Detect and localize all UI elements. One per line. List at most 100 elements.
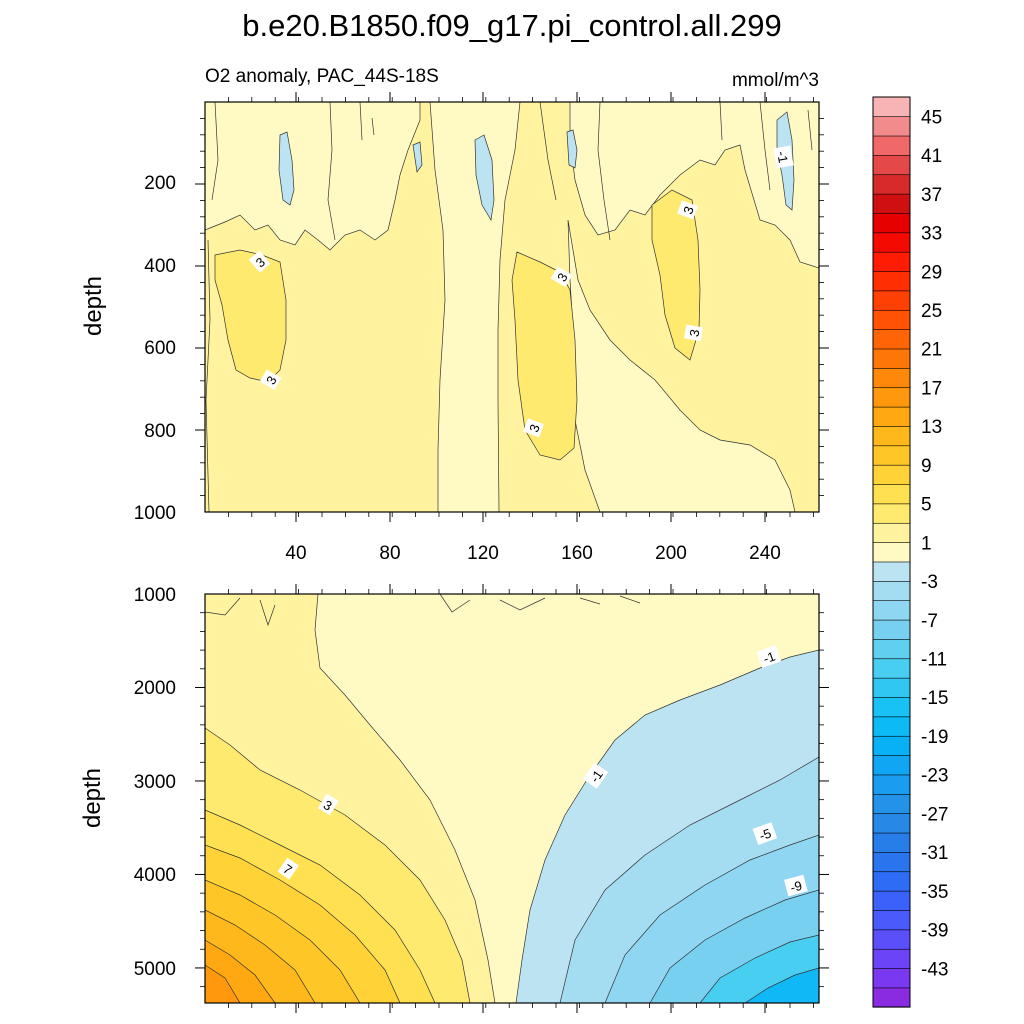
- colorbar-label: -39: [921, 921, 948, 942]
- colorbar-swatch: [872, 290, 911, 311]
- lower-contour-squiggles: [205, 594, 641, 627]
- colorbar-swatch: [872, 116, 911, 137]
- upper-y-axis-label: depth: [80, 276, 107, 336]
- colorbar-swatch: [872, 425, 911, 447]
- colorbar-swatch: [872, 851, 911, 873]
- colorbar-swatch: [872, 658, 911, 679]
- colorbar-label: -7: [921, 611, 938, 632]
- colorbar-swatch: [872, 813, 911, 834]
- upper-pale-band-left: [205, 102, 421, 251]
- y-tick-label: 600: [144, 338, 176, 359]
- contour-label: -5: [757, 825, 773, 843]
- colorbar-swatch: [872, 735, 911, 756]
- lower-panel: 3 7 -1 -1 -5 -9 1000 2000 3000 4000 5000…: [79, 584, 829, 1013]
- lower-warm-band-15: [205, 964, 241, 1003]
- chart-subtitle-left: O2 anomaly, PAC_44S-18S: [205, 66, 439, 87]
- y-tick-label: 2000: [134, 678, 176, 699]
- x-tick-label: 240: [749, 543, 781, 564]
- colorbar-swatch: [872, 580, 911, 602]
- colorbar-swatch: [872, 600, 911, 621]
- colorbar-label: -19: [921, 727, 948, 748]
- colorbar-swatch: [872, 948, 911, 969]
- colorbar-label: 13: [921, 417, 942, 438]
- upper-axis-ticks: [195, 92, 829, 522]
- colorbar-label: 41: [921, 146, 942, 167]
- colorbar-swatch: [872, 309, 911, 330]
- colorbar-label: -23: [921, 766, 948, 787]
- colorbar-swatch: [872, 890, 911, 911]
- upper-contour-labels: 3 3 3 3 3 3 -1: [248, 145, 794, 438]
- upper-plot-frame: [204, 101, 820, 513]
- colorbar-swatch: [872, 329, 911, 350]
- y-tick-label: 3000: [134, 772, 176, 793]
- colorbar-label: 33: [921, 224, 942, 245]
- contour-label: 3: [680, 204, 697, 216]
- colorbar-swatch: [872, 696, 911, 718]
- colorbar-label: -35: [921, 882, 948, 903]
- colorbar: [872, 96, 911, 1008]
- upper-patch-neg-e: [412, 141, 423, 173]
- x-tick-label: 160: [561, 543, 593, 564]
- colorbar-swatch: [872, 270, 911, 292]
- colorbar-label: -43: [921, 959, 948, 980]
- colorbar-swatch: [872, 522, 911, 543]
- lower-contour-labels: 3 7 -1 -1 -5 -9: [277, 645, 808, 897]
- colorbar-swatch: [872, 174, 911, 195]
- x-tick-label: 80: [379, 543, 400, 564]
- contour-label: -9: [789, 878, 804, 895]
- upper-y-tick-labels: 200 400 600 800 1000: [134, 173, 176, 524]
- x-tick-label: 120: [467, 543, 499, 564]
- lower-blue-band-5: [744, 967, 819, 1003]
- colorbar-swatch: [872, 638, 911, 660]
- y-tick-label: 400: [144, 256, 176, 277]
- colorbar-swatch: [872, 871, 911, 892]
- colorbar-swatch: [872, 716, 911, 737]
- x-tick-label: 200: [655, 543, 687, 564]
- chart-units: mmol/m^3: [732, 70, 819, 91]
- colorbar-label: -3: [921, 572, 938, 593]
- contour-label: -1: [761, 648, 777, 666]
- colorbar-swatch: [872, 406, 911, 427]
- colorbar-swatch: [872, 503, 911, 524]
- colorbar-swatch: [872, 774, 911, 795]
- colorbar-label: 17: [921, 378, 942, 399]
- colorbar-frame: [872, 96, 911, 1008]
- colorbar-label: 21: [921, 340, 942, 361]
- colorbar-swatch: [872, 754, 911, 776]
- lower-y-axis-label: depth: [79, 768, 106, 828]
- colorbar-swatch: [872, 445, 911, 466]
- colorbar-swatch: [872, 348, 911, 369]
- colorbar-swatch: [872, 793, 911, 814]
- upper-contour-squiggles: [205, 102, 813, 512]
- colorbar-swatch: [872, 929, 911, 950]
- colorbar-swatch: [872, 483, 911, 505]
- upper-pale-band-center: [429, 102, 521, 512]
- lower-axis-ticks: [195, 584, 829, 1013]
- contour-label: 3: [686, 328, 702, 338]
- colorbar-label: 5: [921, 495, 932, 516]
- upper-panel: 3 3 3 3 3 3 -1 40 80 120 160 200 240 200…: [80, 92, 829, 564]
- upper-patch-neg-a: [278, 131, 295, 206]
- colorbar-label: 29: [921, 262, 942, 283]
- lower-y-tick-labels: 1000 2000 3000 4000 5000: [134, 585, 176, 980]
- colorbar-swatch: [872, 542, 911, 563]
- colorbar-label: -11: [921, 649, 947, 670]
- colorbar-swatch: [872, 967, 911, 989]
- colorbar-swatch: [872, 909, 911, 931]
- colorbar-label: 1: [921, 533, 932, 554]
- colorbar-swatch: [872, 193, 911, 214]
- y-tick-label: 200: [144, 173, 176, 194]
- colorbar-swatch: [872, 367, 911, 389]
- colorbar-swatch: [872, 987, 911, 1008]
- colorbar-swatch: [872, 832, 911, 853]
- colorbar-swatch: [872, 135, 911, 156]
- colorbar-swatch: [872, 677, 911, 698]
- upper-patch-3-right: [651, 189, 701, 361]
- colorbar-labels: 45 41 37 33 29 25 21 17 13 9 5 1 -3 -7 -11 -15 -19 -23 -27…: [921, 107, 948, 980]
- colorbar-swatch: [872, 619, 911, 640]
- contour-label: -1: [774, 150, 791, 164]
- colorbar-swatch: [872, 232, 911, 253]
- upper-pale-band-mid: [569, 102, 819, 269]
- y-tick-label: 4000: [134, 865, 176, 886]
